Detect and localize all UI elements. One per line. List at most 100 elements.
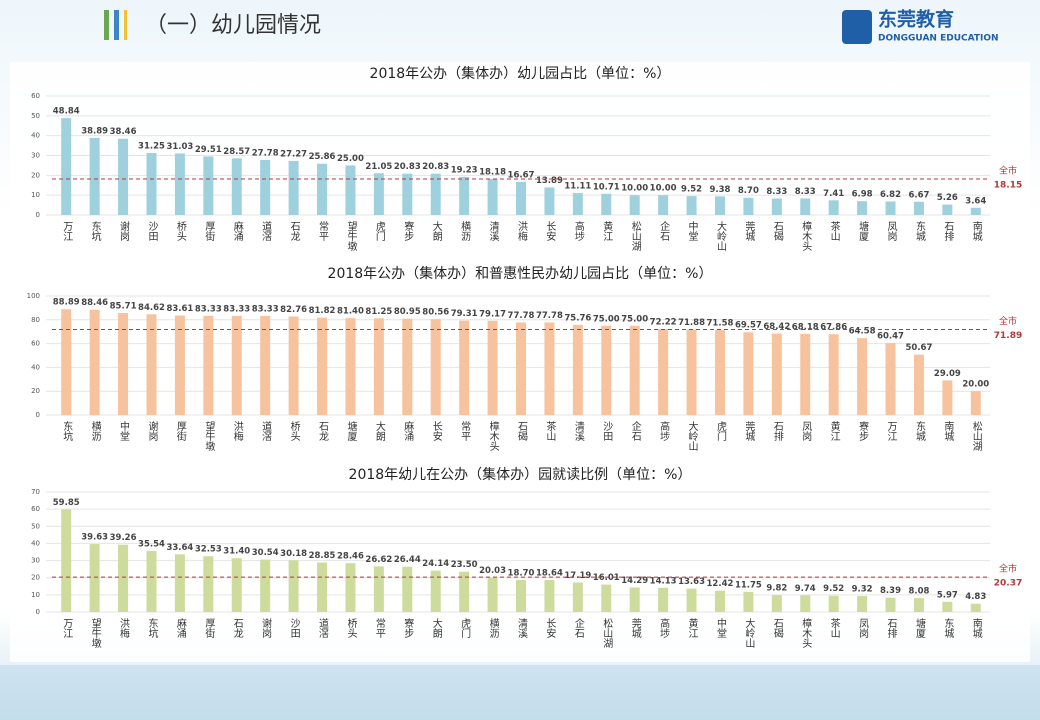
value-label: 59.85 <box>53 498 80 508</box>
x-tick-label: 塘厦 <box>345 420 357 441</box>
bar <box>857 201 868 215</box>
chart-title: 2018年公办（集体办）幼儿园占比（单位：%） <box>370 65 671 82</box>
x-tick-label: 谢岗 <box>146 420 158 441</box>
value-label: 7.41 <box>823 189 844 199</box>
x-tick-label: 石龙 <box>288 221 300 241</box>
x-tick-label: 清溪 <box>516 617 528 639</box>
value-label: 20.83 <box>394 162 421 172</box>
value-label: 48.84 <box>53 107 80 117</box>
x-tick-label: 桥头 <box>345 618 357 639</box>
value-label: 31.03 <box>166 142 193 152</box>
bar <box>686 329 697 415</box>
bar <box>629 195 640 215</box>
bar <box>885 597 896 612</box>
value-label: 38.46 <box>110 127 137 137</box>
bar <box>487 577 498 612</box>
x-tick-label: 麻涌 <box>231 220 243 241</box>
bar <box>459 571 470 612</box>
x-tick-label: 松山湖 <box>601 617 613 649</box>
x-tick-label: 洪梅 <box>231 421 243 442</box>
x-tick-label: 大岭山 <box>686 420 698 451</box>
y-tick-label: 10 <box>31 191 40 199</box>
y-tick-label: 0 <box>36 211 40 219</box>
bar <box>260 159 271 215</box>
x-tick-label: 东城 <box>913 220 925 242</box>
bar <box>629 325 640 415</box>
x-tick-label: 中堂 <box>118 420 130 441</box>
x-tick-label: 凤岗 <box>885 221 897 241</box>
value-label: 28.85 <box>309 551 336 561</box>
value-label: 8.33 <box>766 187 787 197</box>
x-tick-label: 凤岗 <box>857 618 869 638</box>
logo-icon <box>842 10 872 44</box>
y-tick-label: 60 <box>31 92 40 100</box>
value-label: 8.08 <box>908 587 929 597</box>
value-label: 60.47 <box>877 332 904 342</box>
value-label: 81.25 <box>365 307 392 317</box>
bar <box>658 587 669 612</box>
x-tick-label: 寮步 <box>857 420 869 441</box>
bar <box>402 173 413 215</box>
value-label: 39.26 <box>110 533 137 543</box>
x-tick-label: 莞城 <box>629 618 641 639</box>
value-label: 10.00 <box>621 184 648 194</box>
bar <box>800 595 811 612</box>
x-tick-label: 桥头 <box>174 221 186 242</box>
x-tick-label: 大朗 <box>430 617 442 639</box>
bar <box>459 176 470 215</box>
value-label: 10.00 <box>650 184 677 194</box>
x-tick-label: 莞城 <box>743 421 755 442</box>
value-label: 31.40 <box>223 547 250 557</box>
value-label: 20.00 <box>962 380 989 390</box>
bar <box>629 587 640 612</box>
bar <box>317 317 328 415</box>
value-label: 68.42 <box>763 322 790 332</box>
bar <box>317 163 328 215</box>
bar <box>89 137 100 215</box>
bar <box>516 322 526 415</box>
bar <box>544 580 555 612</box>
chart-title: 2018年公办（集体办）和普惠性民办幼儿园占比（单位：%） <box>328 265 713 282</box>
reference-value: 18.15 <box>994 181 1022 191</box>
value-label: 25.00 <box>337 154 364 164</box>
bar <box>430 173 441 215</box>
bar <box>231 558 242 612</box>
x-tick-label: 莞城 <box>743 221 755 242</box>
x-tick-label: 高埗 <box>658 617 670 639</box>
bar <box>544 187 555 215</box>
x-tick-label: 东坑 <box>89 220 101 242</box>
value-label: 30.18 <box>280 549 307 559</box>
value-label: 29.51 <box>195 145 222 155</box>
x-tick-label: 常平 <box>373 617 385 639</box>
x-tick-label: 黄江 <box>828 420 840 441</box>
value-label: 77.78 <box>508 311 535 321</box>
bar <box>913 201 924 215</box>
bar <box>345 165 356 215</box>
bar <box>828 200 839 215</box>
y-tick-label: 10 <box>31 591 40 599</box>
bar <box>885 343 896 415</box>
value-label: 75.00 <box>593 314 620 324</box>
value-label: 88.89 <box>53 298 80 308</box>
bar <box>686 588 697 612</box>
bar <box>402 318 413 415</box>
bar <box>857 338 868 415</box>
value-label: 20.83 <box>422 162 449 172</box>
value-label: 75.76 <box>564 313 591 323</box>
bar <box>118 544 129 612</box>
y-tick-label: 30 <box>31 152 40 160</box>
x-tick-label: 东坑 <box>61 420 73 442</box>
value-label: 24.14 <box>422 559 449 569</box>
x-tick-label: 谢岗 <box>260 617 272 638</box>
x-tick-label: 常平 <box>317 220 329 242</box>
x-tick-label: 常平 <box>459 420 471 442</box>
value-label: 75.00 <box>621 314 648 324</box>
value-label: 19.23 <box>451 165 478 175</box>
bar <box>61 509 72 612</box>
bar <box>714 196 725 215</box>
x-tick-label: 中堂 <box>714 617 726 638</box>
reference-label: 全市 <box>999 165 1017 177</box>
bar <box>174 554 185 612</box>
bar <box>771 198 782 215</box>
x-tick-label: 洪梅 <box>516 221 528 242</box>
